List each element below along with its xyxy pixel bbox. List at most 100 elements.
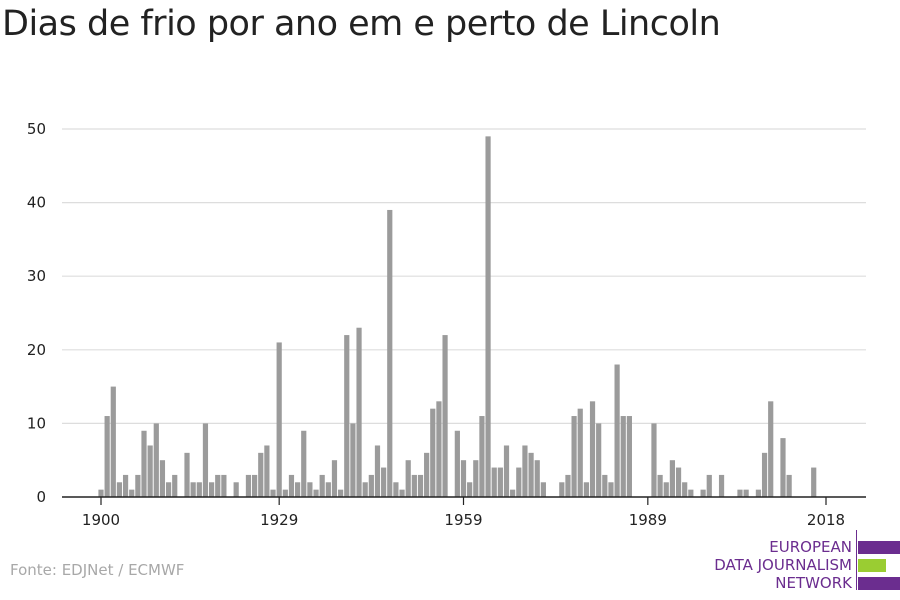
bar xyxy=(565,474,571,497)
bar xyxy=(122,474,129,497)
edjnet-logo: EUROPEAN DATA JOURNALISM NETWORK xyxy=(650,530,900,592)
logo-line-2: DATA JOURNALISM xyxy=(714,556,852,574)
bar xyxy=(393,482,399,497)
bar xyxy=(184,452,190,497)
bar xyxy=(430,408,436,497)
logo-line-1: EUROPEAN xyxy=(769,538,852,556)
bar xyxy=(270,489,276,497)
y-tick-label: 40 xyxy=(27,194,46,212)
bar xyxy=(301,430,307,497)
bar xyxy=(135,474,141,497)
bar xyxy=(706,474,712,497)
bar xyxy=(362,482,368,497)
y-tick-label: 0 xyxy=(36,488,46,506)
bar xyxy=(110,386,116,497)
logo-divider xyxy=(856,530,857,590)
bar xyxy=(356,327,362,497)
bar xyxy=(276,342,282,497)
source-note: Fonte: EDJNet / ECMWF xyxy=(10,561,185,579)
bar xyxy=(190,482,196,497)
logo-line-3: NETWORK xyxy=(775,574,852,592)
gridlines xyxy=(62,128,866,424)
bar xyxy=(460,460,467,497)
bar xyxy=(608,482,614,497)
bar xyxy=(540,482,546,497)
bar xyxy=(737,489,743,497)
bar xyxy=(682,482,688,497)
bar xyxy=(331,460,338,497)
bar xyxy=(718,474,725,497)
bar xyxy=(485,136,491,498)
bar xyxy=(811,467,817,497)
bar xyxy=(344,335,350,497)
y-axis: 0 10 20 30 40 50 xyxy=(27,120,46,506)
bar xyxy=(368,474,374,497)
bar xyxy=(252,474,258,497)
bar xyxy=(491,467,497,497)
bar xyxy=(700,489,706,497)
bar xyxy=(141,430,147,497)
x-tick-label: 1900 xyxy=(82,511,120,529)
bar xyxy=(614,364,620,497)
bar xyxy=(657,474,663,497)
bar xyxy=(503,445,510,497)
bar xyxy=(288,474,295,497)
bar xyxy=(245,474,252,497)
bar xyxy=(516,467,522,497)
bar xyxy=(761,452,768,497)
bar xyxy=(399,489,405,497)
bar xyxy=(221,474,227,497)
bar xyxy=(98,489,104,497)
bar xyxy=(159,460,166,497)
bar xyxy=(307,482,313,497)
bar xyxy=(620,416,626,497)
bar xyxy=(596,423,602,497)
bar xyxy=(522,445,528,497)
bar xyxy=(202,423,209,497)
bar xyxy=(669,460,675,497)
bar xyxy=(602,474,608,497)
bar xyxy=(405,460,411,497)
bar xyxy=(651,423,657,497)
bar xyxy=(147,445,153,497)
bar xyxy=(436,401,442,497)
bar xyxy=(208,482,215,497)
bar xyxy=(295,482,301,497)
bar xyxy=(467,482,473,497)
x-tick-label: 2018 xyxy=(807,511,845,529)
bar xyxy=(497,467,503,497)
bar xyxy=(338,489,344,497)
bar-series xyxy=(98,136,817,498)
bar xyxy=(417,474,424,497)
x-axis: 1900 1929 1959 1989 2018 xyxy=(62,496,866,529)
y-tick-label: 20 xyxy=(27,341,46,359)
bar xyxy=(411,474,417,497)
bar xyxy=(313,489,319,497)
logo-bar-bottom xyxy=(858,577,900,590)
bar xyxy=(282,489,288,497)
bar xyxy=(577,408,583,497)
logo-bar-top xyxy=(858,541,900,554)
bar xyxy=(743,489,749,497)
bar xyxy=(258,452,264,497)
bar xyxy=(675,467,682,497)
bar xyxy=(264,445,270,497)
bar xyxy=(196,482,202,497)
bar xyxy=(172,474,178,497)
x-tick-label: 1989 xyxy=(629,511,667,529)
bar xyxy=(129,489,135,497)
bar xyxy=(528,452,534,497)
bar xyxy=(350,423,356,497)
bar xyxy=(104,416,110,497)
y-tick-label: 30 xyxy=(27,267,46,285)
bar xyxy=(116,482,123,497)
bar xyxy=(571,416,577,497)
bar xyxy=(786,474,792,497)
bar xyxy=(559,482,565,497)
bar xyxy=(626,416,632,497)
bar xyxy=(755,489,762,497)
y-tick-label: 50 xyxy=(27,120,46,138)
bar xyxy=(387,209,393,497)
y-tick-label: 10 xyxy=(27,414,46,432)
x-tick-label: 1929 xyxy=(260,511,298,529)
